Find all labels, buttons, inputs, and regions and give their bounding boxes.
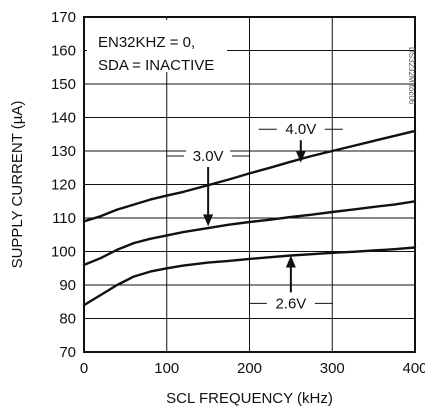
- y-tick-170: 170: [51, 9, 76, 26]
- x-tick-0: 0: [80, 360, 88, 377]
- y-tick-70: 70: [59, 344, 76, 361]
- y-tick-160: 160: [51, 43, 76, 60]
- condition-note-line-2: SDA = INACTIVE: [98, 57, 214, 74]
- label-bg-2.6V: [268, 294, 313, 313]
- label-bg-4.0V: [278, 120, 323, 139]
- figure-code-watermark: DS3232M toc06: [407, 47, 416, 105]
- y-tick-150: 150: [51, 76, 76, 93]
- x-axis-title: SCL FREQUENCY (kHz): [166, 390, 333, 407]
- label-bg-3.0V: [186, 147, 231, 166]
- y-axis-title: SUPPLY CURRENT (µA): [9, 101, 26, 269]
- x-tick-200: 200: [237, 360, 262, 377]
- series-label-4.0V: 4.0V: [285, 121, 316, 138]
- x-tick-400: 400: [402, 360, 425, 377]
- x-tick-labels: 0 100 200 300 400: [80, 360, 425, 377]
- condition-note-line-1: EN32KHZ = 0,: [98, 34, 195, 51]
- series-line-3.0V: [82, 200, 417, 267]
- y-tick-80: 80: [59, 311, 76, 328]
- arrow-head-2.6V: [285, 255, 296, 268]
- series-label-2.6V: 2.6V: [275, 295, 306, 312]
- y-tick-120: 120: [51, 177, 76, 194]
- y-tick-130: 130: [51, 143, 76, 160]
- series-lines: [82, 129, 417, 307]
- y-tick-90: 90: [59, 277, 76, 294]
- x-tick-300: 300: [320, 360, 345, 377]
- series-line-4.0V: [82, 129, 417, 223]
- y-tick-140: 140: [51, 110, 76, 127]
- arrow-head-3.0V: [203, 214, 214, 227]
- x-tick-100: 100: [154, 360, 179, 377]
- y-tick-labels: 70 80 90 100 110 120 130 140 150 160 170: [51, 9, 76, 361]
- arrow-head-4.0V: [295, 150, 306, 163]
- condition-note: EN32KHZ = 0, SDA = INACTIVE: [87, 20, 227, 74]
- series-line-2.6V: [82, 246, 417, 307]
- condition-note-box: [87, 20, 227, 72]
- y-tick-100: 100: [51, 244, 76, 261]
- series-labels: 4.0V 3.0V 2.6V: [166, 120, 343, 313]
- plot-frame: [83, 16, 416, 353]
- series-label-3.0V: 3.0V: [193, 148, 224, 165]
- y-tick-110: 110: [52, 210, 76, 227]
